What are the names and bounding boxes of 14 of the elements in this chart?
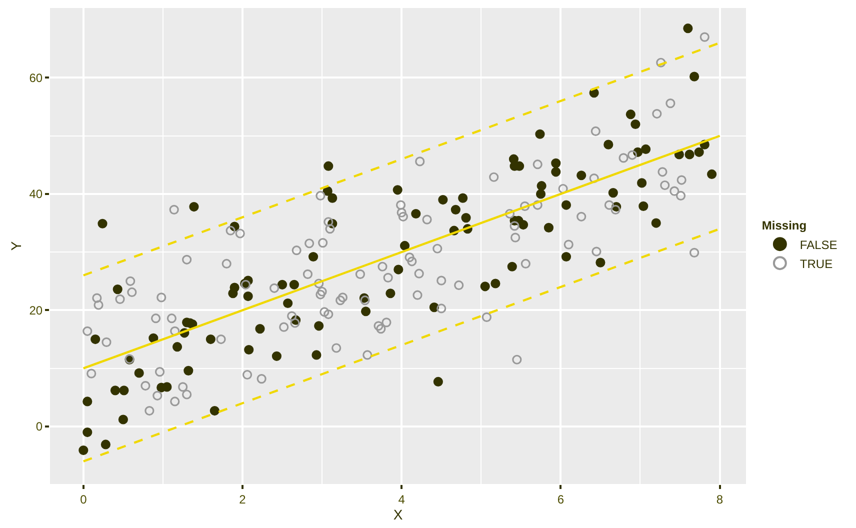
y-tick-label: 0 bbox=[36, 420, 43, 434]
y-tick-label: 40 bbox=[29, 187, 43, 202]
x-tick-label: 8 bbox=[716, 492, 724, 506]
x-tick-label: 2 bbox=[239, 492, 246, 506]
y-tick-label: 20 bbox=[29, 303, 43, 318]
x-axis-title: X bbox=[393, 506, 404, 523]
legend-title: Missing bbox=[762, 218, 807, 233]
legend-label: FALSE bbox=[800, 238, 838, 252]
x-tick-label: 0 bbox=[80, 492, 88, 506]
y-axis-title: Y bbox=[8, 240, 24, 251]
y-tick-label: 60 bbox=[29, 70, 43, 85]
x-tick-label: 6 bbox=[557, 492, 564, 506]
legend-label: TRUE bbox=[800, 256, 833, 271]
x-tick-label: 4 bbox=[398, 492, 406, 506]
